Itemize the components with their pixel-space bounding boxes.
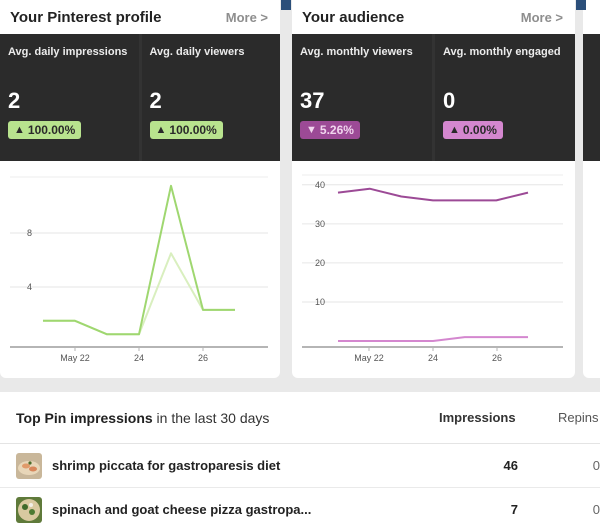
audience-title: Your audience xyxy=(302,8,405,26)
column-header-impressions[interactable]: Impressions xyxy=(439,410,516,425)
x-tick-label: 24 xyxy=(428,353,438,363)
change-badge: ▼ 5.26% xyxy=(300,121,360,139)
x-tick-label: May 22 xyxy=(60,353,90,363)
change-badge: ▲ 100.00% xyxy=(149,121,223,139)
table-row[interactable]: shrimp piccata for gastroparesis diet 46… xyxy=(0,444,600,488)
audience-more-link[interactable]: More > xyxy=(520,9,563,25)
arrow-down-icon: ▼ xyxy=(306,123,317,136)
x-tick-label: 24 xyxy=(134,353,144,363)
change-value: 5.26% xyxy=(319,123,354,137)
stat-label: Avg. daily impressions xyxy=(8,46,128,58)
change-badge: ▲ 100.00% xyxy=(8,121,82,139)
profile-panel: Your Pinterest profile More > Avg. daily… xyxy=(0,0,280,378)
stat-label: Avg. daily viewers xyxy=(149,46,245,58)
stat-label: Avg. monthly engaged xyxy=(443,46,561,58)
audience-header: Your audience More > xyxy=(292,0,575,34)
series-line xyxy=(43,184,235,336)
top-pins-title-bold: Top Pin impressions xyxy=(16,409,153,426)
profile-line-chart: 4 8 May 22 24 26 xyxy=(10,176,268,363)
stat-monthly-viewers: Avg. monthly viewers 37 ▼ 5.26% xyxy=(292,34,432,161)
change-value: 0.00% xyxy=(462,123,497,137)
pin-repins: 0 xyxy=(592,502,600,517)
y-tick-label: 20 xyxy=(315,258,325,268)
pin-impressions: 7 xyxy=(510,502,518,517)
stat-daily-impressions: Avg. daily impressions 2 ▲ 100.00% xyxy=(0,34,139,161)
top-pins-header: Top Pin impressions in the last 30 days … xyxy=(0,392,600,444)
x-tick-label: 26 xyxy=(198,353,208,363)
series-line xyxy=(43,252,235,336)
audience-panel: Your audience More > Avg. monthly viewer… xyxy=(292,0,575,378)
top-pins-title-rest: in the last 30 days xyxy=(152,409,270,426)
y-tick-label: 8 xyxy=(27,228,32,238)
audience-stats: Avg. monthly viewers 37 ▼ 5.26% Avg. mon… xyxy=(292,34,575,161)
x-tick-label: May 22 xyxy=(354,353,384,363)
arrow-up-icon: ▲ xyxy=(14,123,25,136)
y-tick-label: 40 xyxy=(315,180,325,190)
panel-divider-accent xyxy=(576,0,586,10)
top-pins-title: Top Pin impressions in the last 30 days xyxy=(16,410,269,426)
audience-line-chart: 10 20 30 40 May 22 24 26 xyxy=(302,174,563,363)
change-value: 100.00% xyxy=(27,123,76,137)
y-tick-label: 10 xyxy=(315,297,325,307)
profile-more-link[interactable]: More > xyxy=(225,9,268,25)
stat-value: 37 xyxy=(300,88,325,113)
profile-header: Your Pinterest profile More > xyxy=(0,0,280,34)
stat-value: 0 xyxy=(443,88,456,113)
profile-stats: Avg. daily impressions 2 ▲ 100.00% Avg. … xyxy=(0,34,280,161)
y-tick-label: 30 xyxy=(315,219,325,229)
panel-divider-accent xyxy=(281,0,291,10)
pin-thumbnail xyxy=(16,452,42,479)
arrow-up-icon: ▲ xyxy=(449,123,460,136)
table-row[interactable]: spinach and goat cheese pizza gastropa..… xyxy=(0,488,600,529)
pin-thumbnail xyxy=(16,496,42,523)
series-line xyxy=(337,187,529,202)
pin-repins: 0 xyxy=(592,458,600,473)
side-panel-stats xyxy=(583,34,600,161)
stat-daily-viewers: Avg. daily viewers 2 ▲ 100.00% xyxy=(141,34,280,161)
top-pins-table: Top Pin impressions in the last 30 days … xyxy=(0,392,600,529)
column-header-repins[interactable]: Repins xyxy=(558,410,599,425)
change-badge: ▲ 0.00% xyxy=(443,121,503,139)
stat-monthly-engaged: Avg. monthly engaged 0 ▲ 0.00% xyxy=(435,34,575,161)
series-line xyxy=(338,336,528,342)
profile-title: Your Pinterest profile xyxy=(10,8,162,26)
change-value: 100.00% xyxy=(169,123,217,137)
pin-impressions: 46 xyxy=(503,458,518,473)
stat-value: 2 xyxy=(8,88,21,113)
x-tick-label: 26 xyxy=(492,353,502,363)
stat-label: Avg. monthly viewers xyxy=(300,46,413,58)
stat-value: 2 xyxy=(149,88,162,113)
pin-name: spinach and goat cheese pizza gastropa..… xyxy=(52,502,312,517)
y-tick-label: 4 xyxy=(27,282,32,292)
pin-name: shrimp piccata for gastroparesis diet xyxy=(52,458,281,473)
arrow-up-icon: ▲ xyxy=(155,123,167,136)
side-panel-partial xyxy=(583,0,600,378)
